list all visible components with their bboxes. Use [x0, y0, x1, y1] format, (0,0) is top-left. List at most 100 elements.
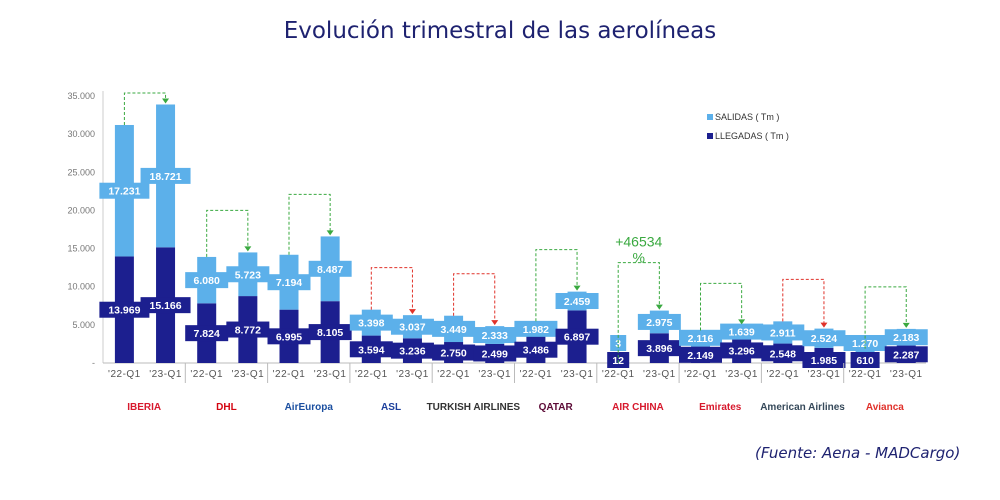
change-arrow-icon	[162, 98, 170, 104]
value-label-box	[226, 266, 270, 283]
value-label-salidas: 2.524	[811, 333, 837, 345]
x-category-label: '23-Q1	[890, 369, 923, 380]
value-label-box	[802, 352, 846, 368]
y-tick-label: 25.000	[67, 167, 95, 177]
value-label-llegadas: 6.995	[276, 331, 302, 343]
value-label-salidas: 3.037	[399, 322, 425, 334]
value-label-box	[514, 320, 558, 337]
value-label-llegadas: 2.750	[440, 348, 466, 360]
legend-label-salidas: SALIDAS ( Tm )	[715, 112, 779, 122]
value-label-llegadas: 2.548	[770, 348, 796, 360]
value-label-box	[637, 340, 681, 357]
value-label-box	[678, 346, 722, 363]
value-label-box	[514, 341, 558, 358]
value-label-box	[349, 341, 393, 358]
value-label-salidas: 7.194	[276, 277, 302, 289]
value-label-llegadas: 2.149	[687, 350, 713, 362]
value-label-llegadas: 13.969	[108, 305, 140, 317]
airline-logo: IBERIA	[127, 402, 161, 413]
x-category-label: '22-Q1	[108, 369, 141, 380]
x-category-label: '22-Q1	[437, 369, 470, 380]
value-label-llegadas: 3.236	[399, 346, 425, 358]
value-label-llegadas: 7.824	[194, 328, 220, 340]
value-label-box	[185, 325, 229, 342]
legend-swatch-salidas	[707, 114, 713, 120]
change-arrow-icon	[655, 304, 663, 310]
value-label-box	[185, 272, 229, 289]
change-arrow-icon	[902, 322, 910, 328]
value-label-box	[473, 327, 517, 344]
value-label-box	[308, 260, 352, 277]
value-label-llegadas: 3.296	[729, 345, 755, 357]
value-label-box	[473, 345, 517, 362]
change-connector	[123, 92, 167, 125]
legend-label-llegadas: LLEGADAS ( Tm )	[715, 131, 789, 141]
y-tick-label: 10.000	[67, 282, 95, 292]
value-label-salidas: 3	[615, 338, 621, 350]
value-label-salidas: 2.459	[564, 296, 590, 308]
x-category-label: '22-Q1	[190, 369, 223, 380]
value-label-box	[267, 274, 311, 291]
value-label-salidas: 3.398	[358, 318, 384, 330]
value-label-salidas: 6.080	[194, 275, 220, 287]
value-label-box	[720, 323, 764, 340]
y-tick-label: 35.000	[67, 91, 95, 101]
value-label-llegadas: 3.896	[646, 343, 672, 355]
legend-swatch-llegadas	[707, 133, 713, 139]
airline-logo: TURKISH AIRLINES	[427, 402, 521, 413]
value-label-llegadas: 6.897	[564, 332, 590, 344]
x-category-label: '23-Q1	[808, 369, 841, 380]
value-label-box	[802, 330, 846, 347]
value-label-llegadas: 2.287	[893, 349, 919, 361]
change-arrow-icon	[820, 322, 828, 328]
change-connector	[288, 193, 331, 255]
x-category-label: '22-Q1	[520, 369, 553, 380]
y-tick-label: 5.000	[72, 320, 95, 330]
change-arrow-icon	[738, 319, 746, 325]
source-note: (Fuente: Aena - MADCargo)	[755, 444, 961, 462]
x-category-label: '23-Q1	[643, 369, 676, 380]
change-arrow-icon	[244, 246, 252, 252]
x-category-label: '22-Q1	[602, 369, 635, 380]
value-label-llegadas: 15.166	[149, 300, 181, 312]
value-label-salidas: 3.449	[440, 324, 466, 336]
value-label-salidas: 8.487	[317, 264, 343, 276]
change-connector	[535, 249, 578, 322]
x-category-label: '23-Q1	[725, 369, 758, 380]
value-label-llegadas: 2.499	[482, 348, 508, 360]
airline-logo: Emirates	[699, 402, 742, 413]
x-category-label: '23-Q1	[396, 369, 429, 380]
change-percent: +46534%	[615, 234, 662, 266]
change-connector	[370, 267, 413, 311]
airline-logo: AIR CHINA	[612, 402, 664, 413]
x-category-label: '23-Q1	[478, 369, 511, 380]
value-label-box	[850, 352, 880, 368]
change-connector	[206, 209, 249, 257]
value-label-box	[432, 320, 476, 337]
airline-logo: AirEuropa	[285, 402, 334, 413]
x-category-label: '22-Q1	[766, 369, 799, 380]
value-label-box	[140, 167, 191, 184]
value-label-box	[884, 329, 928, 346]
value-label-box	[555, 328, 599, 345]
x-category-label: '22-Q1	[273, 369, 306, 380]
change-connector	[864, 286, 907, 349]
value-label-llegadas: 3.594	[358, 344, 384, 356]
value-label-box	[267, 328, 311, 345]
value-label-box	[226, 321, 270, 338]
value-label-box	[140, 297, 191, 314]
y-tick-label: -	[92, 358, 95, 368]
airline-logo: Avianca	[866, 402, 904, 413]
x-category-label: '22-Q1	[684, 369, 717, 380]
value-label-box	[349, 314, 393, 331]
value-label-salidas: 18.721	[149, 171, 181, 183]
value-label-box	[308, 324, 352, 341]
airline-logo: QATAR	[539, 402, 574, 413]
x-category-label: '23-Q1	[149, 369, 182, 380]
value-label-box	[99, 301, 150, 318]
value-label-box	[390, 342, 434, 359]
value-label-box	[610, 335, 627, 351]
value-label-box	[761, 345, 805, 362]
change-arrow-icon	[408, 309, 416, 315]
